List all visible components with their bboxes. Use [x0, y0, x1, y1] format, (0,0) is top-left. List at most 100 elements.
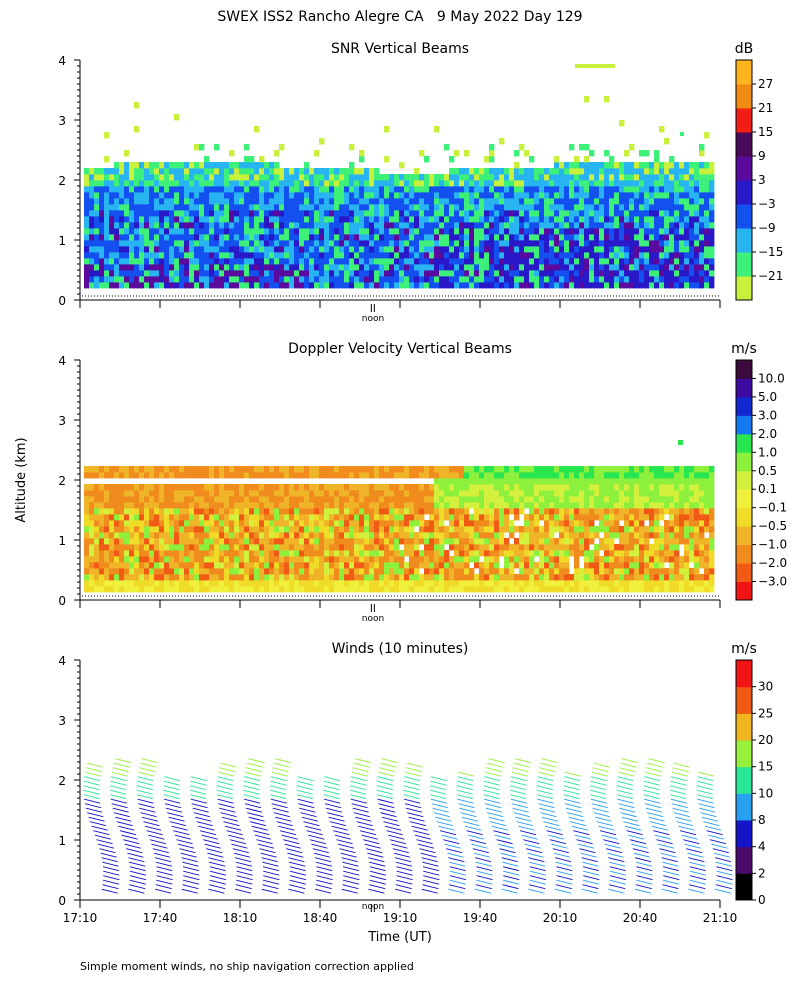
snr-cell: [134, 180, 140, 187]
snr-cell: [159, 162, 165, 169]
doppler-cell: [294, 580, 300, 587]
snr-cell: [134, 174, 140, 181]
doppler-cell: [644, 532, 650, 539]
snr-cell: [689, 180, 695, 187]
snr-cell: [674, 276, 680, 283]
doppler-cell: [224, 514, 230, 521]
snr-cell: [209, 210, 215, 217]
doppler-cell: [119, 472, 125, 479]
doppler-cell: [99, 484, 105, 491]
doppler-cell: [549, 574, 555, 581]
snr-cell: [449, 180, 455, 187]
doppler-cell: [159, 544, 165, 551]
snr-cell: [189, 210, 195, 217]
snr-cell: [219, 180, 225, 187]
snr-cell: [94, 180, 100, 187]
doppler-cell: [364, 574, 370, 581]
snr-cell: [484, 192, 490, 199]
doppler-cell: [469, 514, 475, 521]
doppler-cell: [504, 496, 510, 503]
snr-cell: [674, 174, 680, 181]
doppler-cell: [334, 508, 340, 515]
doppler-cell: [424, 556, 430, 563]
doppler-cell: [324, 496, 330, 503]
doppler-cell: [479, 466, 485, 473]
snr-cell: [134, 228, 140, 235]
doppler-cell: [634, 520, 640, 527]
snr-cell: [684, 258, 690, 265]
doppler-cell: [84, 502, 90, 509]
snr-cell: [184, 246, 190, 253]
doppler-cell: [104, 502, 110, 509]
snr-cell: [299, 282, 305, 289]
snr-cell: [559, 168, 565, 175]
snr-cell: [184, 276, 190, 283]
doppler-cell: [199, 484, 205, 491]
doppler-cell: [194, 568, 200, 575]
snr-cell: [424, 216, 430, 223]
snr-cell: [499, 186, 505, 193]
doppler-cell: [624, 490, 630, 497]
snr-cell: [539, 210, 545, 217]
doppler-cell: [349, 472, 355, 479]
doppler-cell: [99, 538, 105, 545]
snr-cell: [259, 228, 265, 235]
doppler-cell: [469, 586, 475, 593]
snr-cell: [459, 228, 465, 235]
snr-cell: [379, 204, 385, 211]
doppler-cell: [169, 550, 175, 557]
doppler-cell: [324, 472, 330, 479]
doppler-cell: [114, 586, 120, 593]
doppler-cell: [559, 502, 565, 509]
snr-cell: [649, 234, 655, 241]
doppler-cell: [239, 568, 245, 575]
doppler-cell: [184, 484, 190, 491]
snr-cell: [294, 204, 300, 211]
snr-cell: [269, 270, 275, 277]
snr-cell: [239, 216, 245, 223]
doppler-cell: [554, 478, 560, 485]
snr-heatmap-field: [84, 64, 715, 289]
doppler-cell: [229, 484, 235, 491]
doppler-cell: [354, 526, 360, 533]
snr-cell: [324, 168, 330, 175]
doppler-cell: [274, 544, 280, 551]
snr-cell: [659, 264, 665, 271]
snr-cell: [89, 222, 95, 229]
snr-cell: [174, 210, 180, 217]
doppler-cell: [554, 466, 560, 473]
doppler-cell: [584, 562, 590, 569]
snr-cell: [514, 186, 520, 193]
snr-cell: [344, 240, 350, 247]
doppler-cell: [644, 550, 650, 557]
doppler-cell: [439, 586, 445, 593]
doppler-cell: [369, 550, 375, 557]
snr-cell: [669, 234, 675, 241]
doppler-cell: [504, 502, 510, 509]
snr-cell: [504, 282, 510, 289]
doppler-cell: [224, 532, 230, 539]
doppler-cell: [374, 496, 380, 503]
snr-cell: [214, 198, 220, 205]
doppler-cell: [169, 562, 175, 569]
doppler-cell: [434, 568, 440, 575]
snr-cell: [84, 198, 90, 205]
doppler-cell: [279, 580, 285, 587]
snr-cell: [364, 168, 370, 175]
snr-cell: [164, 228, 170, 235]
snr-cell: [534, 174, 540, 181]
doppler-cell: [94, 550, 100, 557]
doppler-cell: [614, 544, 620, 551]
snr-cell: [359, 234, 365, 241]
snr-cell: [314, 234, 320, 241]
snr-cell: [559, 240, 565, 247]
snr-cell: [194, 234, 200, 241]
snr-cell: [524, 192, 530, 199]
doppler-cell: [454, 490, 460, 497]
doppler-cell: [399, 526, 405, 533]
doppler-cell: [154, 508, 160, 515]
snr-cell: [229, 258, 235, 265]
doppler-cell: [459, 520, 465, 527]
doppler-cell: [464, 490, 470, 497]
doppler-cell: [234, 586, 240, 593]
